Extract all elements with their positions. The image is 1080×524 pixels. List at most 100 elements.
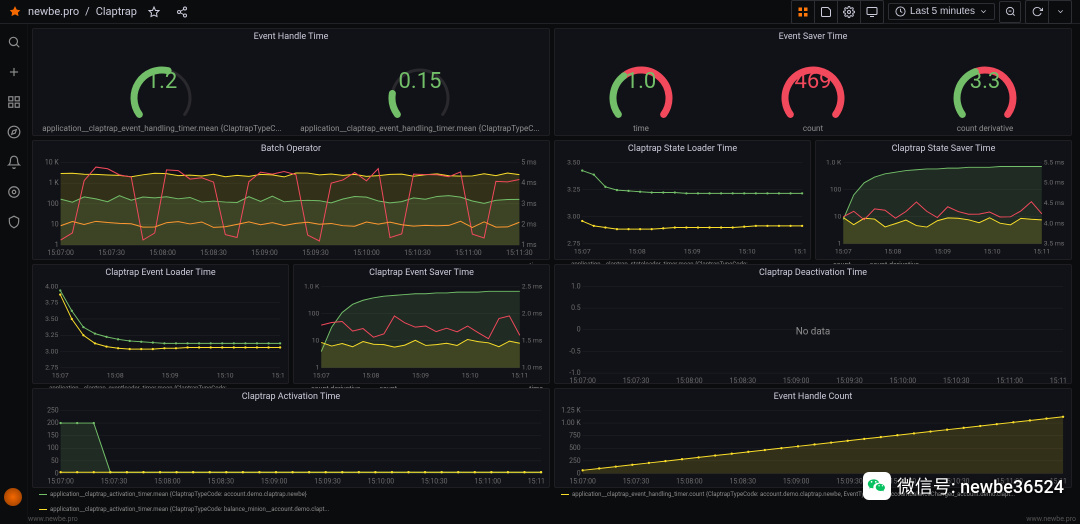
config-icon[interactable] xyxy=(2,180,26,204)
svg-text:1 K: 1 K xyxy=(49,179,60,187)
refresh-icon[interactable] xyxy=(1026,1,1048,23)
svg-text:1.5 ms: 1.5 ms xyxy=(522,337,543,345)
panel-event-loader[interactable]: Claptrap Event Loader Time 4.003.753.503… xyxy=(32,264,289,384)
explore-icon[interactable] xyxy=(2,120,26,144)
svg-text:4.00: 4.00 xyxy=(45,283,58,290)
svg-text:1.0 K: 1.0 K xyxy=(304,283,320,290)
save-icon[interactable] xyxy=(815,1,837,23)
panel-title: Event Handle Count xyxy=(555,389,1071,405)
svg-text:15:09:30: 15:09:30 xyxy=(836,477,863,485)
footer-right: www.newbe.pro xyxy=(1026,515,1076,523)
panel-title: Claptrap Activation Time xyxy=(33,389,549,405)
star-icon[interactable] xyxy=(143,1,165,23)
panel-event-handle-time[interactable]: Event Handle Time 1.2application__claptr… xyxy=(32,28,550,136)
panel-event-saver-time[interactable]: Event Saver Time 1.0time469count3.3count… xyxy=(554,28,1072,136)
svg-text:15:07:00: 15:07:00 xyxy=(47,249,74,257)
tv-icon[interactable] xyxy=(861,1,883,23)
svg-text:15:10: 15:10 xyxy=(984,247,1001,255)
svg-text:15:11:30: 15:11:30 xyxy=(528,477,545,485)
alert-icon[interactable] xyxy=(2,150,26,174)
svg-text:100: 100 xyxy=(308,309,320,317)
topbar: newbe.pro / Claptrap Last 5 minutes xyxy=(0,0,1080,24)
user-avatar-icon[interactable] xyxy=(4,488,22,506)
svg-text:3.50: 3.50 xyxy=(567,159,580,166)
svg-text:15:10:30: 15:10:30 xyxy=(943,377,970,385)
dashboards-icon[interactable] xyxy=(2,90,26,114)
svg-text:-1.0: -1.0 xyxy=(569,369,581,377)
svg-text:15:09:00: 15:09:00 xyxy=(783,377,810,385)
svg-text:4.0 ms: 4.0 ms xyxy=(1044,219,1065,227)
panel-deactivation[interactable]: Claptrap Deactivation Time 1.00.50-0.5-1… xyxy=(554,264,1072,384)
panel-batch-operator[interactable]: Batch Operator 10 K1 K1001015 ms4 ms3 ms… xyxy=(32,140,550,260)
svg-text:15:10:30: 15:10:30 xyxy=(421,477,448,485)
svg-text:3.25: 3.25 xyxy=(567,185,580,193)
time-range-label: Last 5 minutes xyxy=(910,6,975,17)
svg-text:15:07: 15:07 xyxy=(52,371,69,379)
svg-text:50: 50 xyxy=(51,457,59,465)
breadcrumb-sep: / xyxy=(85,5,90,18)
server-icon[interactable] xyxy=(2,210,26,234)
panel-title: Claptrap State Saver Time xyxy=(816,141,1071,157)
svg-text:15:07:30: 15:07:30 xyxy=(98,249,125,257)
clock-icon xyxy=(895,6,906,17)
panel-activation[interactable]: Claptrap Activation Time 250200150100500… xyxy=(32,388,550,488)
panel-event-saver-2[interactable]: Claptrap Event Saver Time 1.0 K1001012.5… xyxy=(293,264,550,384)
svg-text:15:07: 15:07 xyxy=(574,247,591,255)
svg-text:15:11:00: 15:11:00 xyxy=(474,477,501,485)
svg-text:15:09: 15:09 xyxy=(412,371,429,379)
svg-text:15:10:00: 15:10:00 xyxy=(353,249,380,257)
svg-text:15:09: 15:09 xyxy=(934,247,951,255)
svg-text:15:07:00: 15:07:00 xyxy=(47,477,74,485)
svg-text:1.00 K: 1.00 K xyxy=(561,419,581,427)
svg-text:15:11:30: 15:11:30 xyxy=(506,249,533,257)
panel-title: Claptrap Event Loader Time xyxy=(33,265,288,281)
panel-handle-count[interactable]: Event Handle Count 1.25 K1.00 K750500250… xyxy=(554,388,1072,488)
svg-text:250: 250 xyxy=(47,407,59,414)
svg-text:15:07:30: 15:07:30 xyxy=(623,477,650,485)
panel-state-loader[interactable]: Claptrap State Loader Time 3.503.253.002… xyxy=(554,140,811,260)
time-range-button[interactable]: Last 5 minutes xyxy=(888,3,995,20)
add-panel-icon[interactable] xyxy=(792,1,814,23)
svg-text:10 K: 10 K xyxy=(45,159,59,166)
svg-text:15:09:30: 15:09:30 xyxy=(302,249,329,257)
panel-title: Batch Operator xyxy=(33,141,549,157)
settings-icon[interactable] xyxy=(838,1,860,23)
share-icon[interactable] xyxy=(171,1,193,23)
gauge: 1.0time xyxy=(555,45,727,135)
svg-text:10: 10 xyxy=(312,337,320,345)
svg-text:5 ms: 5 ms xyxy=(521,159,537,166)
svg-text:15:08: 15:08 xyxy=(362,371,379,379)
svg-text:15:08:00: 15:08:00 xyxy=(676,377,703,385)
panel-state-saver[interactable]: Claptrap State Saver Time 1.0 K1001015.5… xyxy=(815,140,1072,260)
refresh-dropdown-icon[interactable] xyxy=(1049,1,1071,23)
plus-icon[interactable] xyxy=(2,60,26,84)
svg-text:0: 0 xyxy=(55,469,59,477)
svg-text:1 ms: 1 ms xyxy=(521,241,537,249)
svg-text:15:08: 15:08 xyxy=(884,247,901,255)
svg-text:5.0 ms: 5.0 ms xyxy=(1044,179,1065,187)
svg-text:15:11: 15:11 xyxy=(794,247,806,255)
svg-text:15:09:00: 15:09:00 xyxy=(261,477,288,485)
grafana-logo-icon[interactable] xyxy=(8,5,22,19)
svg-text:15:10:00: 15:10:00 xyxy=(890,377,917,385)
svg-text:3.50: 3.50 xyxy=(45,315,58,323)
svg-text:0: 0 xyxy=(577,469,581,477)
panel-title: Claptrap Deactivation Time xyxy=(555,265,1071,281)
svg-text:15:09:30: 15:09:30 xyxy=(314,477,341,485)
dashboard-title[interactable]: Claptrap xyxy=(96,5,137,18)
svg-text:15:11: 15:11 xyxy=(511,371,528,379)
svg-text:15:09: 15:09 xyxy=(162,371,179,379)
svg-text:15:11:30: 15:11:30 xyxy=(1050,477,1067,485)
svg-text:100: 100 xyxy=(47,444,59,452)
panel-title: Claptrap Event Saver Time xyxy=(294,265,549,281)
svg-text:3 ms: 3 ms xyxy=(521,200,537,208)
svg-text:15:10: 15:10 xyxy=(462,371,479,379)
svg-text:3.00: 3.00 xyxy=(567,213,580,221)
svg-text:15:08:30: 15:08:30 xyxy=(200,249,227,257)
svg-text:15:08: 15:08 xyxy=(107,371,124,379)
search-icon[interactable] xyxy=(2,30,26,54)
zoom-out-icon[interactable] xyxy=(999,1,1021,23)
svg-text:15:11: 15:11 xyxy=(1033,247,1050,255)
svg-text:15:10:30: 15:10:30 xyxy=(943,477,970,485)
breadcrumb-prefix[interactable]: newbe.pro xyxy=(28,5,79,18)
